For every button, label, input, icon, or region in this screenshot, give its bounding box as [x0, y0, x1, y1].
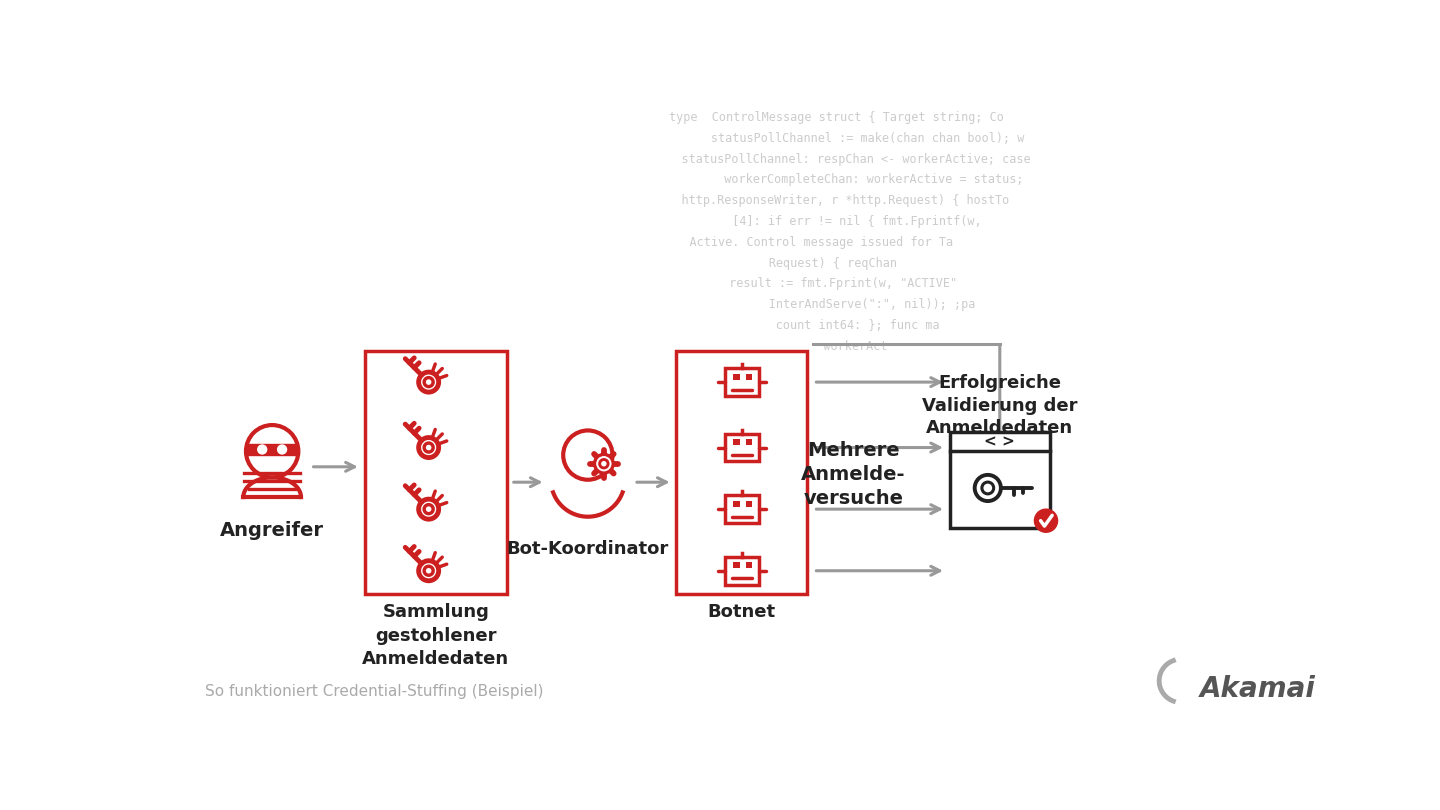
Bar [724, 557, 759, 585]
Text: statusPollChannel: respChan <- workerActive; case: statusPollChannel: respChan <- workerAct… [654, 152, 1031, 165]
Bar [733, 501, 740, 507]
Bar [246, 444, 298, 455]
Bar [364, 352, 507, 594]
Text: workerAct: workerAct [688, 339, 887, 352]
Bar [746, 562, 752, 569]
Bar [724, 495, 759, 523]
Text: Akamai: Akamai [1200, 675, 1316, 702]
Bar [950, 433, 1050, 528]
Bar [724, 433, 759, 462]
Bar [724, 369, 759, 396]
Text: workerCompleteChan: workerActive = status;: workerCompleteChan: workerActive = statu… [654, 173, 1024, 186]
Bar [677, 352, 808, 594]
Text: func admin: func admin [677, 382, 776, 394]
Circle shape [258, 445, 266, 454]
Circle shape [1034, 509, 1057, 532]
Bar [733, 439, 740, 446]
Text: InterAndServe(":", nil)); ;pa: InterAndServe(":", nil)); ;pa [668, 298, 975, 311]
Text: msg :=: msg := [680, 360, 795, 373]
Bar [733, 373, 740, 380]
Text: < >: < > [985, 434, 1015, 449]
Text: type  ControlMessage struct { Target string; Co: type ControlMessage struct { Target stri… [668, 111, 1004, 124]
Text: Botnet: Botnet [708, 603, 776, 621]
Text: Active. Control message issued for Ta: Active. Control message issued for Ta [661, 236, 953, 249]
Text: Angreifer: Angreifer [220, 521, 324, 539]
Bar [733, 562, 740, 569]
Text: http.ResponseWriter, r *http.Request) { hostTo: http.ResponseWriter, r *http.Request) { … [654, 194, 1009, 207]
Text: tf r: tf r [691, 420, 792, 433]
Text: Erfolgreiche
Validierung der
Anmeldedaten: Erfolgreiche Validierung der Anmeldedate… [922, 374, 1077, 437]
Text: [4]: if err != nil { fmt.Fprintf(w,: [4]: if err != nil { fmt.Fprintf(w, [661, 215, 982, 228]
Text: result := fmt.Fprint(w, "ACTIVE": result := fmt.Fprint(w, "ACTIVE" [665, 277, 958, 290]
Bar [746, 501, 752, 507]
Text: Mehrere
Anmelde-
versuche: Mehrere Anmelde- versuche [801, 441, 906, 508]
Text: count int64: }; func ma: count int64: }; func ma [677, 319, 940, 332]
Text: Request) { reqChan: Request) { reqChan [668, 257, 897, 270]
Circle shape [595, 454, 613, 473]
Bar [746, 439, 752, 446]
Bar [746, 373, 752, 380]
Text: Bot-Koordinator: Bot-Koordinator [507, 540, 670, 558]
Text: Tokens: Tokens [684, 402, 798, 415]
Text: Sammlung
gestohlener
Anmeldedaten: Sammlung gestohlener Anmeldedaten [363, 603, 510, 668]
Text: So funktioniert Credential-Stuffing (Beispiel): So funktioniert Credential-Stuffing (Bei… [204, 684, 544, 699]
Text: statusPollChannel := make(chan chan bool); w: statusPollChannel := make(chan chan bool… [661, 132, 1024, 145]
Circle shape [278, 445, 287, 454]
